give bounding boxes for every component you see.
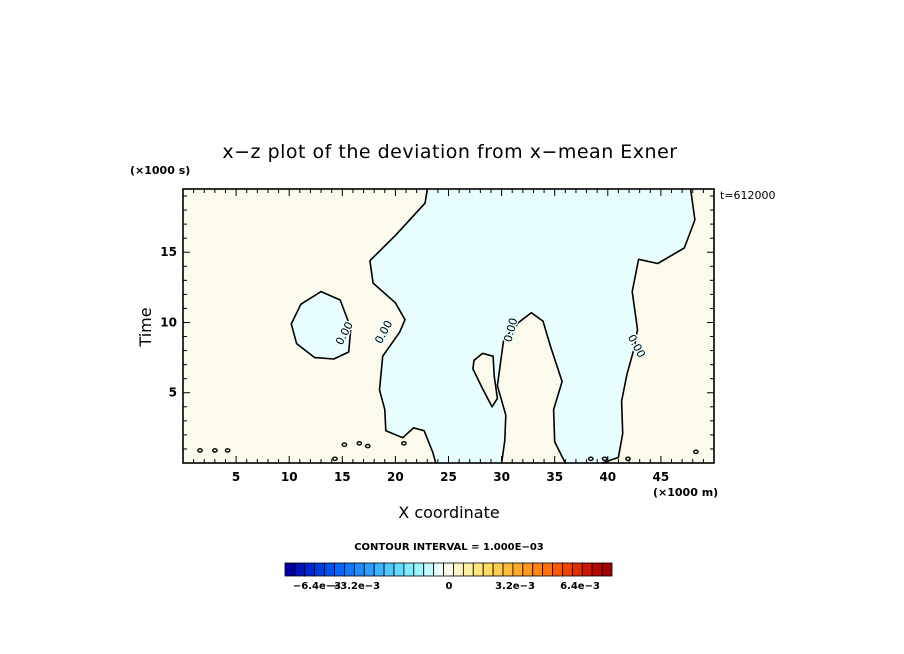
colorbar-swatch: [344, 562, 355, 577]
central-negative-region-line: [369, 188, 696, 464]
colorbar-swatch: [373, 562, 385, 577]
colorbar-label: 6.4e−3: [560, 581, 600, 592]
colorbar-swatch: [393, 562, 405, 577]
x-tick-label: 20: [387, 470, 404, 484]
contour-speck: [364, 443, 371, 449]
colorbar-swatch: [472, 562, 484, 577]
contour-speck: [587, 456, 594, 462]
fill-layer: [291, 189, 695, 463]
colorbar-swatch: [413, 562, 425, 577]
colorbar-label: −6.4e−3: [293, 581, 341, 592]
contour-speck: [356, 440, 363, 446]
colorbar-swatch: [512, 562, 524, 577]
x-tick-label: 35: [546, 470, 563, 484]
chart-title: x−z plot of the deviation from x−mean Ex…: [222, 141, 677, 163]
x-tick-label: 10: [281, 470, 298, 484]
y-unit-label: (×1000 s): [130, 164, 190, 177]
colorbar-swatch: [552, 562, 563, 577]
contour-speck: [693, 449, 699, 455]
colorbar-swatch: [532, 562, 544, 577]
y-tick-label: 5: [169, 386, 177, 400]
x-unit-label: (×1000 m): [653, 486, 718, 499]
colorbar-swatch: [363, 562, 375, 577]
colorbar-swatch: [562, 562, 573, 577]
time-stamp: t=612000: [720, 189, 776, 202]
x-tick-label: 5: [232, 470, 240, 484]
colorbar-swatch: [324, 562, 335, 577]
contour-speck: [224, 448, 231, 453]
colorbar-swatch: [601, 562, 613, 577]
x-tick-label: 45: [653, 470, 670, 484]
contour-speck: [197, 448, 203, 453]
x-tick-label: 25: [440, 470, 457, 484]
tick-layer: 5 10 15 20 25 30 35 40 45 5 10 15: [160, 189, 714, 484]
contour-speck: [211, 448, 218, 453]
contour-speck: [400, 440, 407, 446]
contour-speck: [341, 442, 348, 448]
central-negative-region-fill: [369, 189, 695, 463]
colorbar-swatch: [542, 562, 553, 577]
colorbar-swatch: [284, 562, 296, 577]
y-axis-label: Time: [136, 307, 155, 347]
colorbar-swatch: [433, 562, 444, 577]
contour-speck: [625, 456, 631, 462]
colorbar-swatch: [492, 562, 504, 577]
colorbar-labels: −6.4e−3−3.2e−3 0 3.2e−3 6.4e−3: [293, 581, 600, 592]
contour-speck: [331, 456, 338, 462]
center-positive-island-fill: [472, 353, 498, 407]
colorbar-swatch: [334, 562, 345, 577]
colorbar-swatch: [581, 562, 593, 577]
contour-interval-text: CONTOUR INTERVAL = 1.000E−03: [354, 542, 544, 553]
colorbar-swatch: [443, 562, 454, 577]
y-tick-label: 15: [160, 245, 177, 259]
colorbar-swatch: [482, 562, 494, 577]
colorbar-swatch: [423, 562, 435, 577]
x-tick-label: 30: [493, 470, 510, 484]
center-positive-island-line: [472, 352, 499, 408]
colorbar-label: 3.2e−3: [495, 581, 535, 592]
y-tick-label: 10: [160, 316, 177, 330]
colorbar-swatch: [462, 562, 474, 577]
colorbar-swatch: [502, 562, 514, 577]
colorbar-swatch: [304, 562, 316, 577]
colorbar-swatch: [383, 562, 395, 577]
x-tick-label: 15: [334, 470, 351, 484]
colorbar-label: −3.2e−3: [332, 581, 380, 592]
colorbar-swatch: [591, 562, 603, 577]
contour-speck: [601, 456, 608, 462]
left-negative-island-line: [290, 290, 352, 360]
colorbar-swatch: [294, 562, 306, 577]
colorbar-swatch: [403, 562, 415, 577]
colorbar-swatch: [453, 562, 464, 577]
colorbar-swatch: [353, 562, 365, 577]
x-axis-label: X coordinate: [398, 503, 499, 522]
colorbar-swatch: [314, 562, 326, 577]
contour-layer: [197, 188, 699, 464]
colorbar-swatch: [571, 562, 583, 577]
left-negative-island-fill: [291, 291, 351, 359]
colorbar-swatch: [522, 562, 534, 577]
colorbar-label: 0: [446, 581, 453, 592]
colorbar: [284, 562, 613, 577]
x-tick-label: 40: [599, 470, 616, 484]
